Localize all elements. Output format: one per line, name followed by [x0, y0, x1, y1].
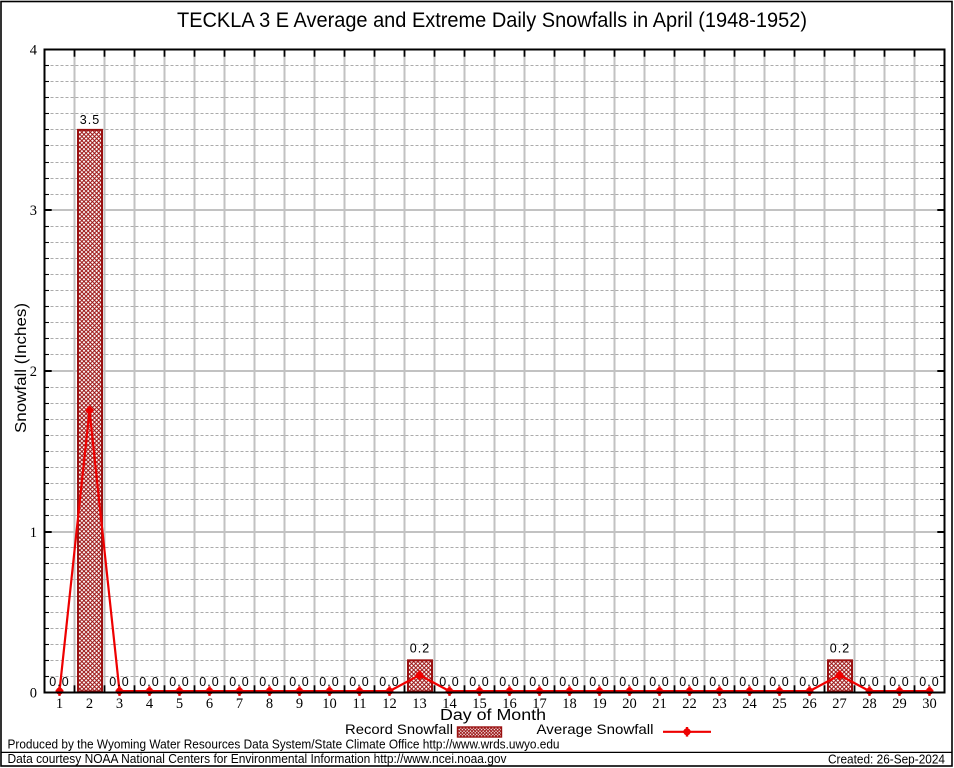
svg-text:0.0: 0.0 — [889, 675, 909, 689]
svg-text:0.0: 0.0 — [799, 675, 819, 689]
svg-text:0.2: 0.2 — [830, 642, 850, 656]
svg-text:1: 1 — [30, 525, 37, 541]
svg-text:4: 4 — [146, 696, 154, 712]
svg-text:0.0: 0.0 — [769, 675, 789, 689]
svg-text:20: 20 — [622, 696, 637, 712]
svg-text:0.0: 0.0 — [619, 675, 639, 689]
svg-text:0.0: 0.0 — [109, 675, 129, 689]
svg-text:27: 27 — [832, 696, 847, 712]
svg-text:2: 2 — [86, 696, 93, 712]
svg-text:26: 26 — [802, 696, 817, 712]
svg-text:Created: 26-Sep-2024: Created: 26-Sep-2024 — [828, 753, 945, 767]
svg-text:28: 28 — [862, 696, 877, 712]
svg-text:11: 11 — [353, 696, 367, 712]
svg-text:3: 3 — [116, 696, 123, 712]
svg-text:21: 21 — [652, 696, 667, 712]
svg-text:0.0: 0.0 — [649, 675, 669, 689]
svg-text:23: 23 — [712, 696, 727, 712]
svg-text:0.0: 0.0 — [679, 675, 699, 689]
svg-text:TECKLA 3 E Average and Extreme: TECKLA 3 E Average and Extreme Daily Sno… — [177, 8, 807, 32]
svg-text:0: 0 — [30, 686, 37, 702]
svg-text:0.0: 0.0 — [139, 675, 159, 689]
svg-text:0.0: 0.0 — [439, 675, 459, 689]
svg-text:0.0: 0.0 — [199, 675, 219, 689]
svg-text:17: 17 — [532, 696, 547, 712]
svg-text:2: 2 — [30, 364, 37, 380]
svg-text:4: 4 — [30, 43, 38, 59]
svg-text:5: 5 — [176, 696, 183, 712]
svg-text:0.0: 0.0 — [49, 675, 69, 689]
svg-text:0.0: 0.0 — [919, 675, 939, 689]
svg-text:Data courtesy NOAA National Ce: Data courtesy NOAA National Centers for … — [8, 752, 508, 766]
svg-text:29: 29 — [892, 696, 907, 712]
svg-text:0.0: 0.0 — [559, 675, 579, 689]
svg-text:Average Snowfall: Average Snowfall — [537, 721, 654, 737]
svg-text:Day of Month: Day of Month — [440, 707, 546, 724]
svg-text:8: 8 — [266, 696, 273, 712]
svg-text:0.0: 0.0 — [529, 675, 549, 689]
svg-text:0.0: 0.0 — [259, 675, 279, 689]
svg-text:13: 13 — [412, 696, 427, 712]
svg-text:0.0: 0.0 — [859, 675, 879, 689]
svg-text:30: 30 — [922, 696, 937, 712]
svg-text:0.0: 0.0 — [289, 675, 309, 689]
svg-text:0.0: 0.0 — [709, 675, 729, 689]
svg-text:1: 1 — [56, 696, 63, 712]
svg-text:24: 24 — [742, 696, 757, 712]
svg-text:Produced by the Wyoming Water: Produced by the Wyoming Water Resources … — [8, 738, 560, 752]
svg-text:10: 10 — [322, 696, 337, 712]
svg-text:7: 7 — [236, 696, 243, 712]
svg-text:0.0: 0.0 — [319, 675, 339, 689]
svg-text:0.2: 0.2 — [410, 642, 430, 656]
svg-text:0.0: 0.0 — [379, 675, 399, 689]
svg-text:0.0: 0.0 — [349, 675, 369, 689]
svg-text:6: 6 — [206, 696, 213, 712]
svg-text:0.0: 0.0 — [469, 675, 489, 689]
svg-text:25: 25 — [772, 696, 787, 712]
svg-text:14: 14 — [442, 696, 457, 712]
svg-text:18: 18 — [562, 696, 577, 712]
svg-text:19: 19 — [592, 696, 607, 712]
svg-text:9: 9 — [296, 696, 303, 712]
svg-text:Record Snowfall: Record Snowfall — [345, 721, 453, 737]
svg-text:Snowfall (Inches): Snowfall (Inches) — [13, 303, 30, 433]
svg-text:0.0: 0.0 — [589, 675, 609, 689]
svg-text:0.0: 0.0 — [229, 675, 249, 689]
svg-text:3.5: 3.5 — [80, 113, 100, 127]
svg-text:22: 22 — [682, 696, 697, 712]
svg-text:16: 16 — [502, 696, 517, 712]
svg-text:0.0: 0.0 — [499, 675, 519, 689]
svg-text:0.0: 0.0 — [169, 675, 189, 689]
svg-text:15: 15 — [472, 696, 487, 712]
svg-text:12: 12 — [382, 696, 397, 712]
svg-text:0.0: 0.0 — [739, 675, 759, 689]
svg-text:3: 3 — [30, 203, 37, 219]
